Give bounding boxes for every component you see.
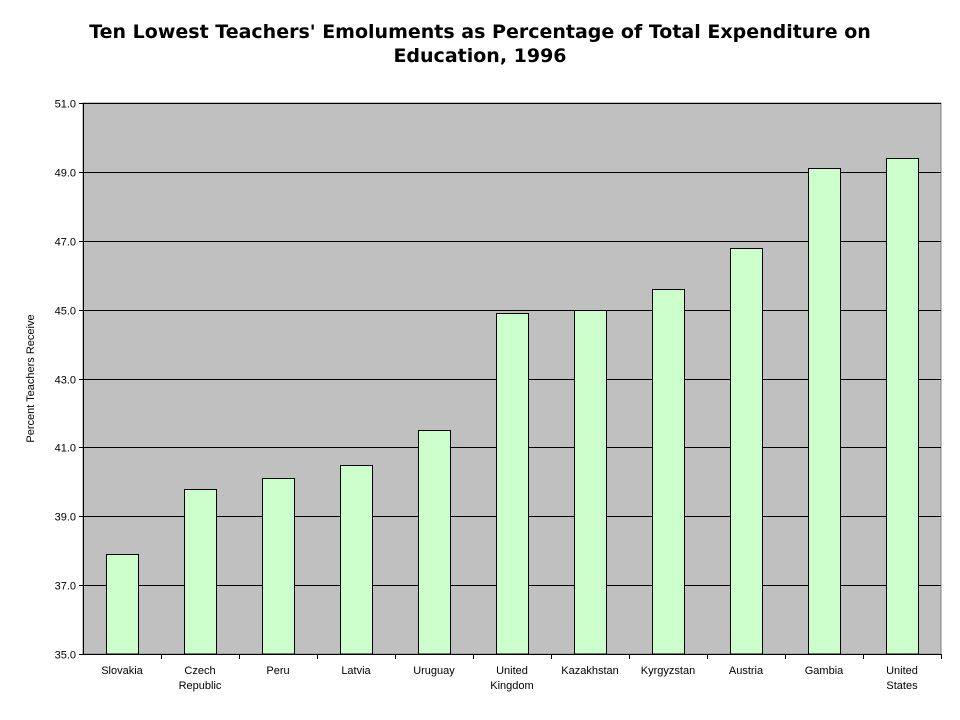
y-tick-label: 35.0 bbox=[55, 650, 76, 662]
x-tick-label-line: Gambia bbox=[805, 665, 844, 677]
x-tick-label: Czech Republic bbox=[179, 665, 222, 692]
bar bbox=[418, 430, 451, 655]
x-tick-label-line: Uruguay bbox=[413, 665, 455, 677]
y-tick-label: 37.0 bbox=[55, 581, 76, 593]
bar bbox=[652, 289, 685, 655]
bars bbox=[106, 158, 919, 655]
bar bbox=[262, 478, 295, 655]
x-tick-label-line: Czech bbox=[184, 665, 215, 677]
x-tick-label-line: Peru bbox=[266, 665, 289, 677]
bar bbox=[574, 310, 607, 655]
x-tick-label: Peru bbox=[266, 665, 289, 677]
y-tick-label: 41.0 bbox=[55, 443, 76, 455]
x-tick-label: Kyrgyzstan bbox=[641, 665, 695, 677]
x-tick-label: Gambia bbox=[805, 665, 844, 677]
x-tick-label-line: Kazakhstan bbox=[561, 665, 618, 677]
x-tick-label-line: Slovakia bbox=[101, 665, 143, 677]
axes bbox=[79, 103, 942, 659]
bar bbox=[808, 168, 841, 655]
y-tick-label: 49.0 bbox=[55, 168, 76, 180]
x-tick-label: Kazakhstan bbox=[561, 665, 618, 677]
x-tick-labels: Slovakia Czech Republic Peru Latvia Uruguay Un… bbox=[101, 665, 918, 692]
x-tick-label-line: Republic bbox=[179, 680, 222, 692]
bar bbox=[106, 554, 139, 655]
y-tick-label: 39.0 bbox=[55, 512, 76, 524]
x-tick-label-line: States bbox=[886, 680, 918, 692]
bar bbox=[184, 489, 217, 655]
x-tick-label-line: Kingdom bbox=[490, 680, 533, 692]
x-tick-label: United Kingdom bbox=[490, 665, 533, 692]
x-tick-label: Latvia bbox=[341, 665, 371, 677]
y-tick-label: 51.0 bbox=[55, 99, 76, 111]
x-tick-label: United States bbox=[886, 665, 918, 692]
y-tick-label: 45.0 bbox=[55, 306, 76, 318]
bar bbox=[496, 313, 529, 655]
x-tick-label: Uruguay bbox=[413, 665, 455, 677]
x-tick-label: Slovakia bbox=[101, 665, 143, 677]
bar bbox=[340, 465, 373, 655]
bar bbox=[730, 248, 763, 655]
y-tick-label: 47.0 bbox=[55, 237, 76, 249]
x-tick-label-line: Austria bbox=[729, 665, 764, 677]
bar bbox=[886, 158, 919, 655]
x-tick-label: Austria bbox=[729, 665, 764, 677]
y-tick-labels: 35.0 37.0 39.0 41.0 43.0 45.0 47.0 49.0 51.0 bbox=[55, 99, 76, 662]
x-tick-label-line: Kyrgyzstan bbox=[641, 665, 695, 677]
y-axis-label: Percent Teachers Receive bbox=[25, 314, 37, 442]
chart-title: Ten Lowest Teachers' Emoluments as Perce… bbox=[89, 21, 871, 67]
x-tick-label-line: United bbox=[496, 665, 528, 677]
y-tick-label: 43.0 bbox=[55, 375, 76, 387]
x-tick-label-line: United bbox=[886, 665, 918, 677]
x-tick-label-line: Latvia bbox=[341, 665, 371, 677]
